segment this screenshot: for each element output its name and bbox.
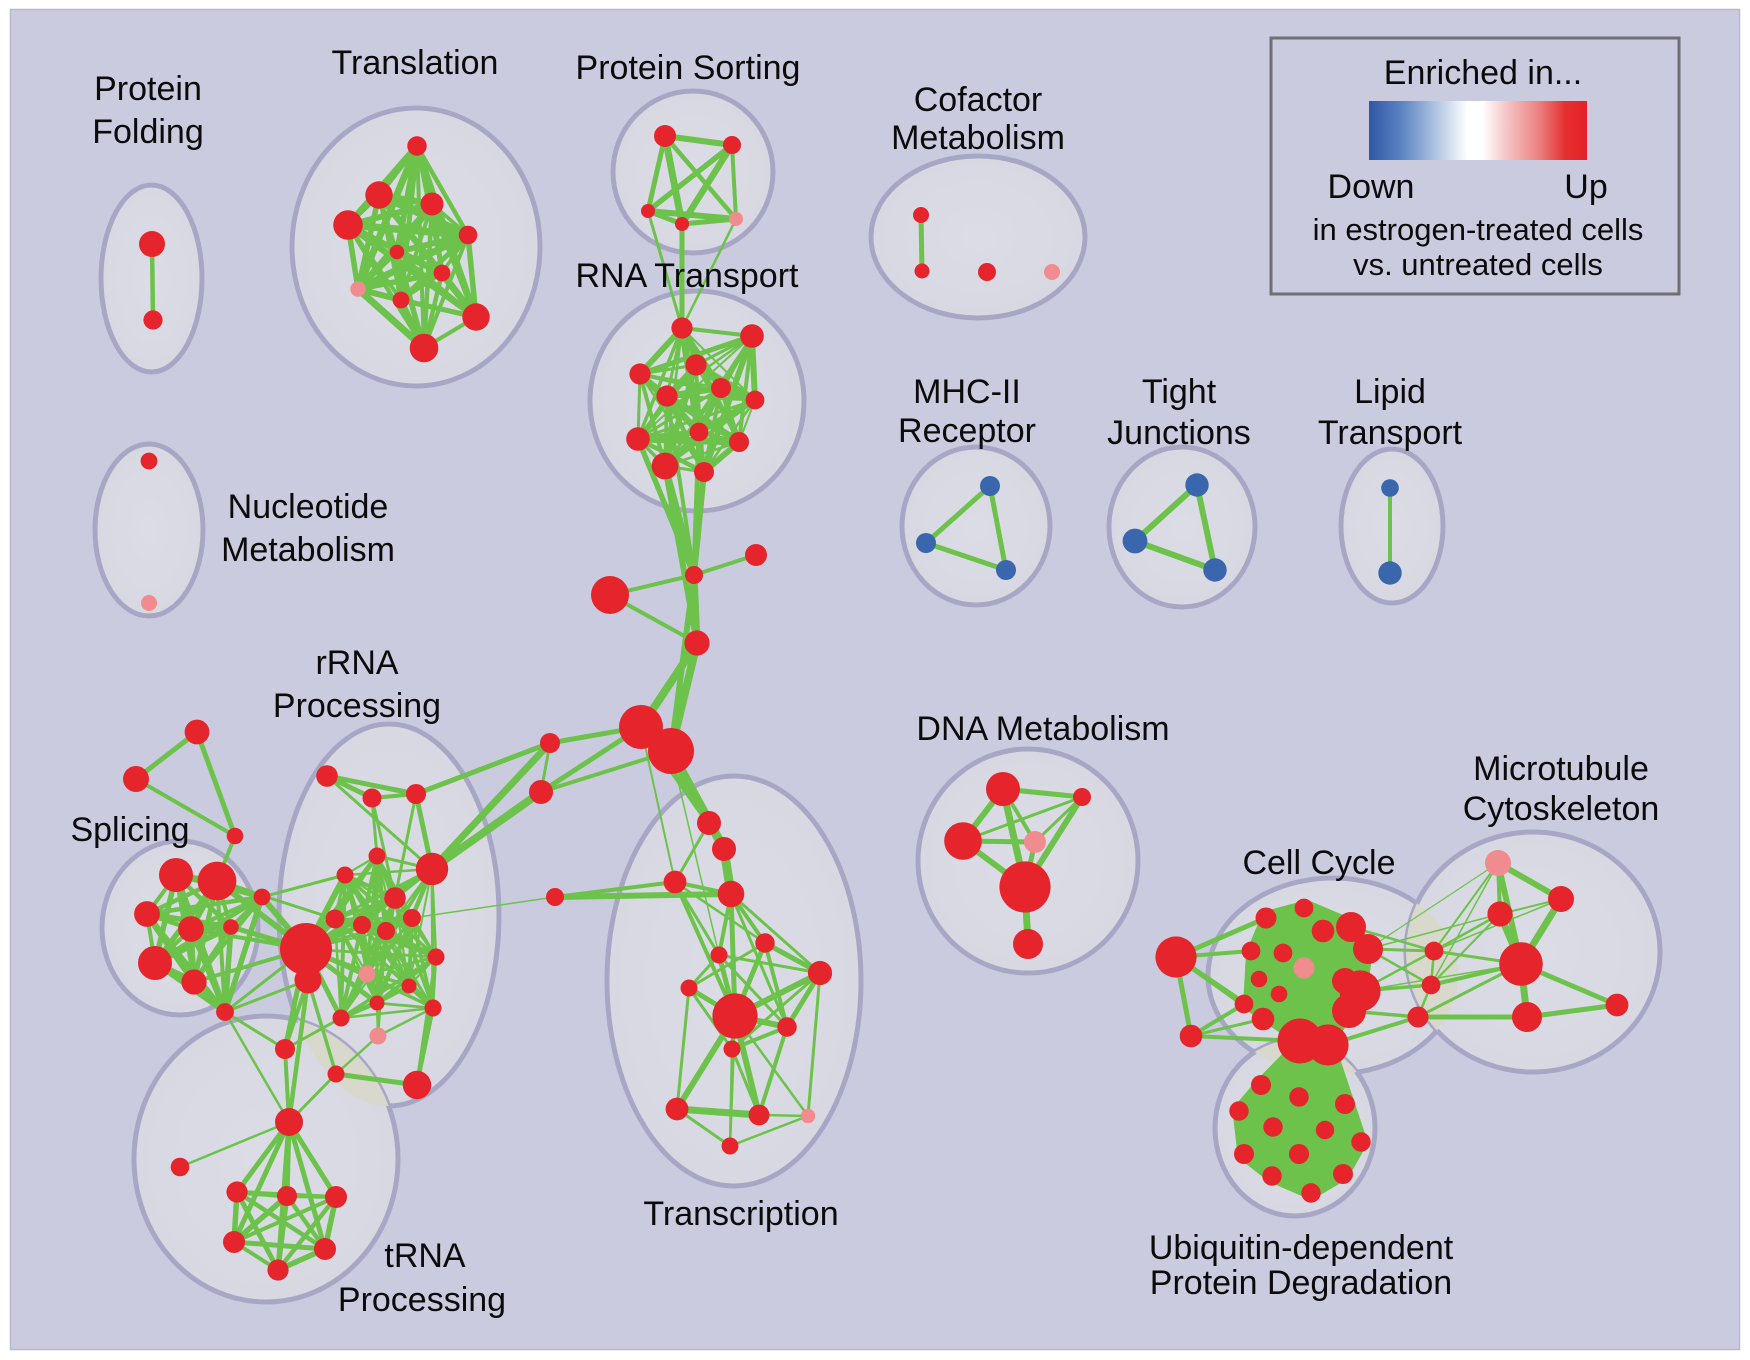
svg-text:Cell Cycle: Cell Cycle [1242,844,1395,882]
svg-text:Transport: Transport [1318,414,1463,452]
svg-text:in estrogen-treated cells: in estrogen-treated cells [1313,212,1644,247]
svg-text:Up: Up [1564,168,1607,206]
svg-text:Translation: Translation [332,44,499,82]
svg-text:Lipid: Lipid [1354,373,1426,411]
svg-text:tRNA: tRNA [384,1237,466,1275]
svg-text:rRNA: rRNA [315,644,398,682]
svg-text:Protein Degradation: Protein Degradation [1150,1264,1452,1302]
svg-text:Processing: Processing [338,1281,506,1319]
svg-text:Enriched in...: Enriched in... [1384,54,1582,92]
svg-text:Processing: Processing [273,687,441,725]
svg-text:RNA Transport: RNA Transport [576,257,800,295]
svg-text:Metabolism: Metabolism [891,119,1065,157]
svg-text:Protein: Protein [94,70,202,108]
svg-text:Junctions: Junctions [1107,414,1251,452]
svg-text:MHC-II: MHC-II [913,373,1021,411]
svg-text:Ubiquitin-dependent: Ubiquitin-dependent [1149,1229,1454,1267]
svg-text:Tight: Tight [1142,373,1217,411]
svg-text:Splicing: Splicing [70,811,189,849]
svg-text:Down: Down [1328,168,1415,206]
svg-text:DNA Metabolism: DNA Metabolism [916,710,1169,748]
svg-text:Cytoskeleton: Cytoskeleton [1463,790,1660,828]
svg-text:Folding: Folding [92,113,204,151]
svg-text:Microtubule: Microtubule [1473,750,1649,788]
svg-text:Metabolism: Metabolism [221,531,395,569]
svg-text:Receptor: Receptor [898,412,1036,450]
svg-text:Transcription: Transcription [643,1195,838,1233]
svg-text:Cofactor: Cofactor [914,81,1043,119]
svg-text:Nucleotide: Nucleotide [228,488,389,526]
svg-text:Protein Sorting: Protein Sorting [576,49,801,87]
svg-text:vs. untreated cells: vs. untreated cells [1353,247,1603,282]
